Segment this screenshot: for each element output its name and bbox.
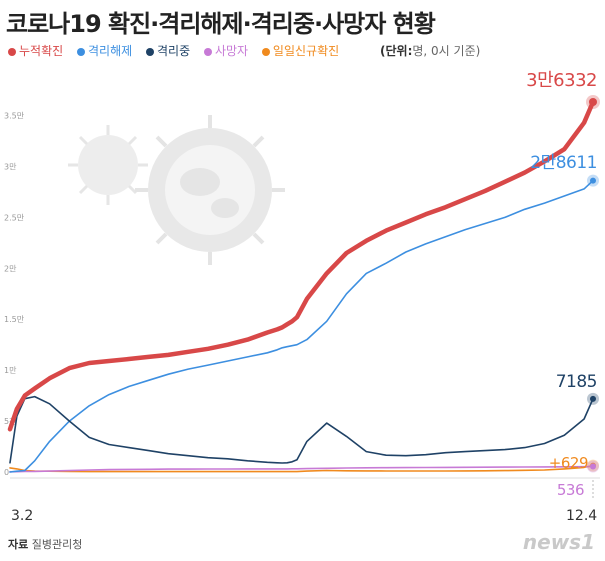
legend: 누적확진 격리해제 격리중 사망자 일일신규확진	[8, 42, 349, 59]
series-line-cumulative	[7, 99, 596, 432]
end-label-daily: +629	[549, 454, 588, 472]
legend-dot-released	[77, 47, 85, 56]
legend-label-cumulative: 누적확진	[19, 44, 64, 58]
end-marker-deaths	[590, 463, 596, 470]
y-tick-label: 5천	[4, 416, 16, 426]
end-marker-isolated	[590, 395, 596, 402]
legend-item-deaths: 사망자	[203, 42, 249, 59]
y-tick-label: 2만	[4, 264, 17, 273]
y-tick-label: 3.5만	[4, 112, 25, 121]
end-label-isolated: 7185	[556, 372, 597, 392]
end-label-deaths: 536	[557, 481, 584, 499]
series-line-deaths	[9, 465, 594, 473]
unit-value: 명, 0시 기준)	[412, 44, 481, 58]
series-line-released	[9, 179, 594, 473]
legend-item-daily: 일일신규확진	[261, 42, 340, 59]
source-note: 자료 질병관리청	[8, 536, 82, 552]
y-axis-ticks: 0 5천 1만 1.5만 2만 2.5만 3만 3.5만	[4, 112, 25, 477]
globe-icon	[135, 115, 285, 265]
y-tick-label: 1.5만	[4, 315, 25, 324]
legend-dot-daily	[261, 47, 270, 56]
legend-dot-cumulative	[8, 47, 16, 56]
legend-item-isolated: 격리중	[146, 42, 190, 59]
legend-item-cumulative: 누적확진	[8, 42, 63, 59]
unit-note: (단위:명, 0시 기준)	[380, 42, 480, 59]
series-end-markers	[586, 95, 600, 473]
chart-title: 코로나19 확진·격리해제·격리중·사망자 현황	[6, 10, 436, 38]
series-lines	[7, 99, 596, 473]
end-label-released: 2만8611	[530, 153, 597, 173]
source-value: 질병관리청	[31, 538, 83, 551]
legend-item-released: 격리해제	[77, 42, 132, 59]
legend-label-isolated: 격리중	[157, 44, 191, 58]
legend-label-deaths: 사망자	[214, 44, 249, 58]
legend-dot-isolated	[146, 47, 154, 56]
y-tick-label: 1만	[4, 366, 17, 375]
series-line-daily	[9, 464, 594, 473]
x-tick-end: 12.4	[566, 508, 597, 524]
series-line-isolated	[9, 395, 594, 464]
x-tick-start: 3.2	[11, 508, 33, 524]
virus-illustration	[68, 115, 285, 265]
series-end-labels: +629 536 2만8611 7185 3만6332	[526, 70, 597, 499]
y-tick-label: 0	[4, 468, 9, 477]
y-tick-label: 2.5만	[4, 213, 25, 222]
legend-label-daily: 일일신규확진	[272, 44, 340, 58]
end-marker-released	[590, 177, 596, 184]
end-marker-cumulative	[589, 98, 597, 106]
virus-icon	[68, 125, 148, 205]
end-label-cumulative: 3만6332	[526, 70, 597, 91]
source-label: 자료	[8, 538, 29, 551]
news1-logo: news1	[522, 530, 595, 554]
y-tick-label: 3만	[4, 162, 17, 171]
legend-label-released: 격리해제	[88, 44, 133, 58]
unit-label: (단위:	[380, 44, 413, 58]
legend-dot-deaths	[203, 47, 212, 56]
